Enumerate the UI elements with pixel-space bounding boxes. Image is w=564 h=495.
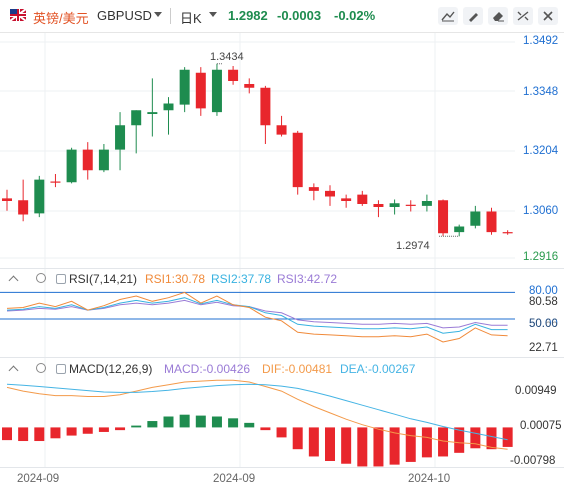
dea-line: [7, 384, 508, 439]
macd-bar: [357, 427, 367, 466]
candle-body: [34, 180, 44, 214]
candle-body: [470, 212, 480, 226]
high-annotation: 1.3434: [210, 51, 244, 63]
candle-body: [390, 203, 400, 207]
candle-body: [325, 191, 335, 197]
rsi-title: RSI(7,14,21): [69, 272, 137, 286]
macd-bar: [341, 427, 351, 463]
time-axis-label: 2024-09: [213, 473, 255, 485]
macd-bar: [470, 427, 480, 448]
rsi-settings-icon[interactable]: [36, 273, 46, 283]
macd-bar: [228, 418, 238, 427]
rsi2-value: RSI2:37.78: [211, 272, 271, 286]
macd-bar: [406, 427, 416, 462]
candle-body: [454, 227, 464, 233]
candle-body: [244, 84, 254, 88]
macd-bar: [325, 427, 335, 461]
macd-bar: [487, 427, 497, 449]
candle-body: [18, 200, 28, 214]
candle-body: [277, 125, 287, 134]
candle-body: [503, 232, 513, 233]
rsi3-line: [7, 300, 508, 328]
low-annotation: 1.2974: [396, 240, 430, 252]
current-price-label: 1.2916: [523, 251, 558, 263]
macd-bar: [422, 427, 432, 457]
candle-body: [406, 205, 416, 206]
candle-body: [147, 112, 157, 114]
macd-bar: [67, 427, 77, 435]
macd-title: MACD(12,26,9): [69, 362, 152, 376]
macd-bar: [260, 427, 270, 430]
rsi2-line: [7, 298, 508, 334]
candle-body: [438, 200, 448, 233]
time-axis-divider: [0, 467, 564, 468]
time-axis-label: 2024-10: [408, 473, 450, 485]
candle-body: [83, 150, 93, 171]
macd-bar: [277, 427, 287, 437]
macd-bar: [180, 415, 190, 428]
candle-body: [228, 70, 238, 81]
candle-body: [341, 198, 351, 201]
candle-body: [2, 198, 12, 201]
macd-bar: [83, 427, 93, 433]
rsi1-line: [7, 292, 508, 342]
macd-settings-icon[interactable]: [36, 363, 46, 373]
candle-body: [293, 133, 303, 187]
macd-axis-label: -0.00798: [510, 455, 555, 467]
candle-body: [422, 201, 432, 206]
candle-body: [357, 195, 367, 204]
macd-bar: [164, 417, 174, 428]
macd-axis-label: 0.00949: [515, 385, 557, 397]
macd-bar: [196, 416, 206, 428]
rsi-axis-label: 80.58: [529, 296, 558, 308]
macd-bar: [18, 427, 28, 441]
macd-bar: [34, 427, 44, 441]
macd-bar: [50, 427, 60, 438]
macd-bar: [293, 427, 303, 449]
candle-body: [180, 70, 190, 105]
dif-value: DIF:-0.00481: [262, 362, 332, 376]
macd-bar: [309, 427, 319, 456]
price-axis-label: 1.3060: [523, 205, 558, 217]
macd-bar: [99, 427, 109, 432]
price-axis-label: 1.3204: [523, 145, 558, 157]
candle-body: [115, 125, 125, 149]
price-axis-label: 1.3348: [523, 86, 558, 98]
rsi-axis-label: 22.71: [529, 342, 558, 354]
candle-body: [373, 204, 383, 207]
candle-body: [196, 73, 206, 109]
rsi3-value: RSI3:42.72: [277, 272, 337, 286]
price-axis-label: 1.3492: [523, 35, 558, 47]
macd-bar: [131, 426, 141, 428]
candle-body: [67, 150, 77, 183]
time-axis-label: 2024-09: [17, 473, 59, 485]
macd-visibility-checkbox[interactable]: [56, 364, 66, 374]
candle-body: [487, 212, 497, 233]
macd-bar: [2, 427, 12, 440]
macd-bar: [244, 423, 254, 428]
candle-body: [260, 88, 270, 126]
macd-bar: [438, 427, 448, 456]
rsi-pane-divider[interactable]: [0, 268, 564, 269]
candle-body: [99, 150, 109, 171]
macd-bar: [373, 427, 383, 466]
macd-bar: [212, 417, 222, 428]
macd-pane-divider[interactable]: [0, 357, 564, 358]
candle-body: [50, 182, 60, 183]
macd-value: MACD:-0.00426: [164, 362, 250, 376]
macd-bar: [503, 427, 513, 447]
rsi-axis-label: 50.66: [529, 318, 558, 330]
candle-body: [164, 104, 174, 111]
candle-body: [131, 110, 141, 125]
rsi-visibility-checkbox[interactable]: [56, 274, 66, 284]
dea-value: DEA:-0.00267: [340, 362, 415, 376]
macd-axis-label: 0.00075: [520, 420, 562, 432]
candle-body: [309, 187, 319, 191]
rsi1-value: RSI1:30.78: [145, 272, 205, 286]
macd-bar: [115, 427, 125, 430]
macd-bar: [147, 421, 157, 427]
candle-body: [212, 70, 222, 112]
